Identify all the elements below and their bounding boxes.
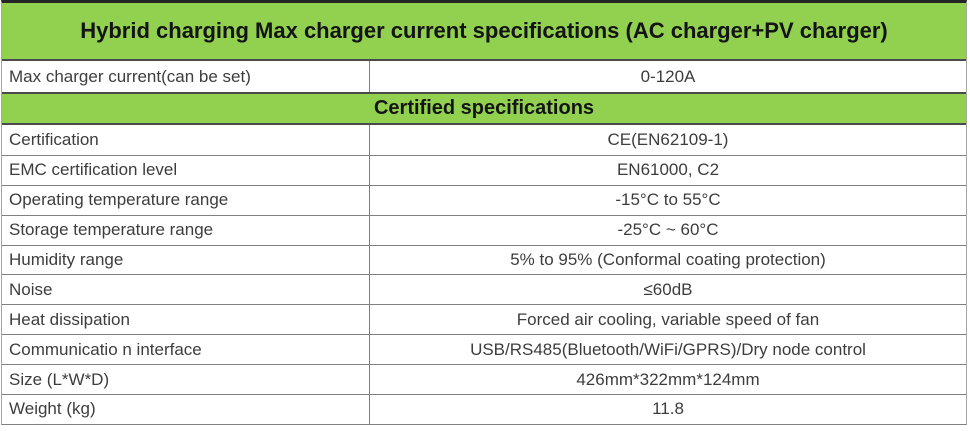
spec-label-cell: Weight (kg) <box>2 395 370 424</box>
spec-value-cell: 5% to 95% (Conformal coating protection) <box>510 250 826 269</box>
spec-label-cell: EMC certification level <box>2 155 370 185</box>
spec-value-cell: ≤60dB <box>643 279 693 299</box>
spec-value-cell: CE(EN62109-1) <box>607 129 729 149</box>
spec-value-cell: -15°C to 55°C <box>615 190 721 210</box>
section-header-certified-specifications: Certified specifications <box>2 92 966 125</box>
spec-value-cell: EN61000, C2 <box>616 160 720 180</box>
spec-value-cell: -25°C ~ 60°C <box>617 220 719 240</box>
spec-label-cell: Heat dissipation <box>2 305 370 335</box>
table-row: Operating temperature range -15°C to 55°C <box>2 184 966 215</box>
spec-label-cell: Max charger current(can be set) <box>2 61 370 92</box>
table-row: Max charger current(can be set) 0-120A <box>2 61 966 92</box>
section2-rows: Certification CE(EN62109-1) EMC certificat… <box>2 125 966 424</box>
table-row: EMC certification level EN61000, C2 <box>2 154 966 185</box>
table-row: Size (L*W*D) 426mm*322mm*124mm <box>2 364 966 395</box>
spec-label-cell: Operating temperature range <box>2 185 370 215</box>
table-row: Communicatio n interface USB/RS485(Blueto… <box>2 334 966 365</box>
spec-label-cell: Communicatio n interface <box>2 335 370 365</box>
spec-value-cell: 0-120A <box>640 66 696 86</box>
table-row: Weight (kg) 11.8 <box>2 394 966 424</box>
spec-value-cell: Forced air cooling, variable speed of fa… <box>516 309 820 329</box>
section-title: Hybrid charging Max charger current spec… <box>80 17 888 43</box>
spec-value-cell: USB/RS485(Bluetooth/WiFi/GPRS)/Dry node … <box>470 339 866 359</box>
spec-label-cell: Size (L*W*D) <box>2 365 370 395</box>
spec-value-cell: 11.8 <box>652 399 684 419</box>
spec-label-cell: Storage temperature range <box>2 215 370 245</box>
section-title: Certified specifications <box>373 97 595 119</box>
section-header-hybrid-charging: Hybrid charging Max charger current spec… <box>2 3 966 61</box>
section1-rows: Max charger current(can be set) 0-120A <box>2 61 966 92</box>
spec-label-cell: Noise <box>2 275 370 305</box>
table-row: Heat dissipation Forced air cooling, vari… <box>2 304 966 335</box>
spec-label-cell: Certification <box>2 125 370 155</box>
table-row: Humidity range 5% to 95% (Conformal coati… <box>2 244 966 275</box>
table-row: Noise ≤60dB <box>2 274 966 305</box>
spec-value-cell: 426mm*322mm*124mm <box>576 369 760 389</box>
table-row: Storage temperature range -25°C ~ 60°C <box>2 214 966 245</box>
table-row: Certification CE(EN62109-1) <box>2 125 966 155</box>
spec-label-cell: Humidity range <box>2 245 370 275</box>
